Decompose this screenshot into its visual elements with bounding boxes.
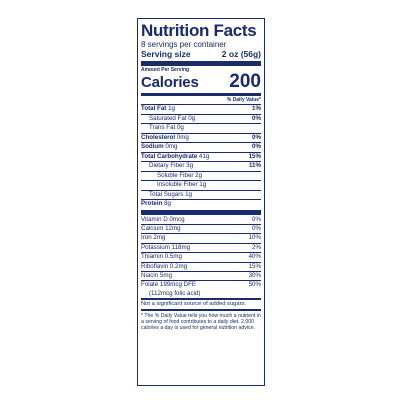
vitamin-row-riboflavin: Riboflavin 0.2mg 15% [141,263,261,272]
vitamin-row-iron: Iron 2mg 10% [141,234,261,244]
nutrient-row-saturated-fat: Saturated Fat 0g 0% [141,115,261,124]
calories-row: Calories 200 [141,71,261,92]
nutrient-row-dietary-fiber: Dietary Fiber 3g 11% [141,162,261,172]
vitamin-row-niacin: Niacin 5mg 30% [141,272,261,282]
vitamin-row-potassium: Potassium 118mg 2% [141,244,261,254]
vitamin-row-calcium: Calcium 12mg 0% [141,225,261,235]
label-title: Nutrition Facts [141,21,257,40]
nutrient-row-total-fat: Total Fat 1g 1% [141,105,261,115]
vitamin-row-thiamin: Thiamin 0.5mg 40% [141,253,261,263]
serving-size-value: 2 oz (56g) [221,49,261,59]
thick-divider-vitamins [141,209,261,215]
calories-label: Calories [141,74,199,91]
nutrient-row-trans-fat: Trans Fat 0g [141,124,261,134]
added-sugars-note: Not a significant source of added sugars… [141,300,261,311]
nutrient-row-protein: Protein 8g [141,200,171,207]
nutrition-facts-panel: Nutrition Facts 8 servings per container… [137,18,265,386]
vitamin-row-vitamin-d: Vitamin D 0mcg 0% [141,216,261,225]
nutrient-row-total-carbohydrate: Total Carbohydrate 41g 15% [141,153,261,162]
calories-value: 200 [229,71,261,92]
servings-per-container: 8 servings per container [141,40,227,49]
daily-value-footnote: * The % Daily Value tells you how much a… [141,312,261,332]
amount-per-serving: Amount Per Serving [141,67,190,73]
medium-divider [141,93,261,96]
thick-divider [141,61,261,66]
nutrient-row-cholesterol: Cholesterol 0mg 0% [141,134,261,143]
vitamin-row-folate: Folate 199mcg DFE 50% [141,281,261,289]
nutrient-row-sodium: Sodium 0mg 0% [141,143,261,153]
folate-folic-acid: (112mcg folic acid) [141,290,261,300]
nutrient-row-insoluble-fiber: Insoluble Fiber 1g [141,181,261,191]
serving-size-label: Serving size [141,49,191,59]
serving-size-row: Serving size 2 oz (56g) [141,49,261,60]
nutrient-row-total-sugars: Total Sugars 1g [141,191,261,200]
nutrient-row-soluble-fiber: Soluble Fiber 2g [141,172,261,181]
daily-value-header: % Daily Value* [141,97,261,105]
